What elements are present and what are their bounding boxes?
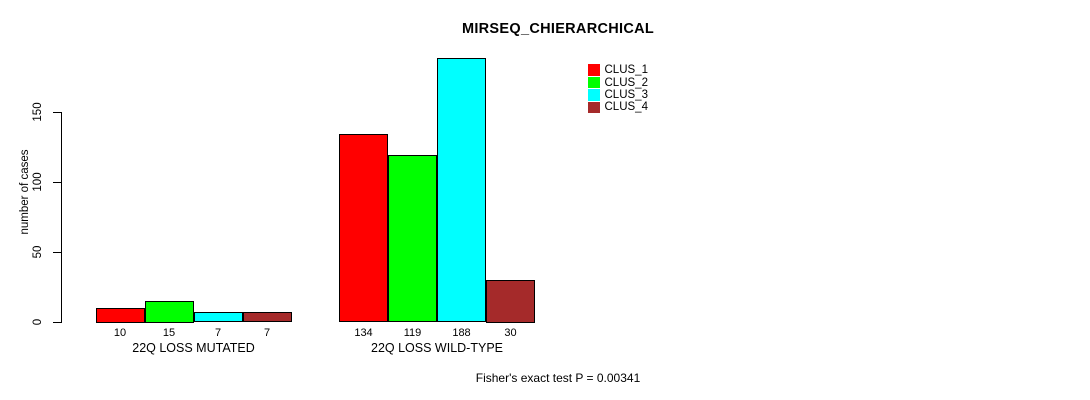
- y-axis-label: number of cases: [19, 149, 31, 235]
- group-label: 22Q LOSS MUTATED: [132, 341, 255, 355]
- y-tick: [53, 251, 61, 253]
- legend-label: CLUS_3: [604, 88, 648, 101]
- legend-swatch-icon: [588, 89, 600, 101]
- legend: CLUS_1 CLUS_2 CLUS_3 CLUS_4: [588, 64, 648, 114]
- annotation-fisher-test: Fisher's exact test P = 0.00341: [475, 371, 641, 385]
- group-label: 22Q LOSS WILD-TYPE: [371, 341, 503, 355]
- y-tick-label: 100: [32, 171, 44, 192]
- y-axis-line: [61, 111, 62, 323]
- y-tick: [53, 111, 61, 113]
- bar-value-label: 134: [354, 327, 373, 339]
- bar-clus_1-group1: [95, 307, 145, 323]
- legend-item-clus_3: CLUS_3: [588, 89, 648, 101]
- bar-value-label: 188: [452, 327, 471, 339]
- bar-clus_2-group1: [144, 300, 194, 323]
- legend-item-clus_4: CLUS_4: [588, 101, 648, 113]
- y-tick: [53, 321, 61, 323]
- bar-value-label: 30: [504, 327, 517, 339]
- bar-value-label: 7: [263, 327, 271, 339]
- bar-clus_2-group2: [388, 154, 437, 323]
- y-tick-label: 0: [32, 318, 44, 325]
- bar-clus_4-group2: [486, 279, 535, 323]
- bar-value-label: 10: [113, 327, 127, 339]
- legend-item-clus_2: CLUS_2: [588, 76, 648, 89]
- chart-title: MIRSEQ_CHIERARCHICAL: [461, 21, 655, 37]
- bar-clus_3-group1: [193, 311, 243, 323]
- bar-value-label: 119: [403, 327, 422, 339]
- bar-value-label: 7: [214, 327, 222, 339]
- y-tick: [53, 181, 61, 183]
- legend-swatch-icon: [588, 76, 600, 89]
- bar-clus_3-group2: [437, 58, 486, 323]
- bar-clus_4-group1: [242, 311, 292, 323]
- legend-item-clus_1: CLUS_1: [588, 64, 648, 76]
- legend-swatch-icon: [588, 101, 600, 114]
- bar-value-label: 15: [162, 327, 176, 339]
- y-tick-label: 150: [32, 101, 44, 122]
- bar-clus_1-group2: [339, 133, 388, 323]
- legend-label: CLUS_4: [604, 101, 648, 114]
- legend-label: CLUS_1: [604, 64, 648, 77]
- legend-swatch-icon: [588, 64, 600, 76]
- y-tick-label: 50: [32, 245, 44, 258]
- legend-label: CLUS_2: [604, 76, 648, 89]
